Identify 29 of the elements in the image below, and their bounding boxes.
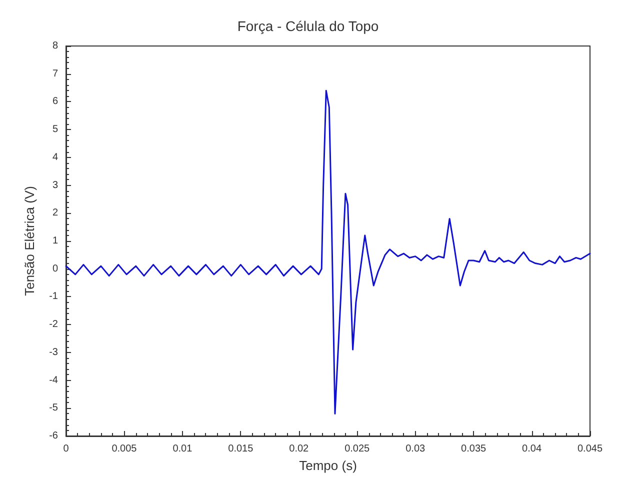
y-tick-label: 2	[52, 208, 58, 219]
x-tick-label: 0.045	[577, 444, 603, 454]
y-tick-label: -3	[49, 346, 58, 358]
y-tick-label: -1	[49, 291, 58, 302]
y-tick-label: 7	[52, 68, 58, 80]
y-tick-label: 0	[52, 263, 58, 274]
y-tick-label: 1	[52, 236, 58, 246]
y-axis-title: Tensão Elétrica (V)	[22, 186, 37, 296]
x-axis-title: Tempo (s)	[299, 458, 357, 473]
x-tick-label: 0.005	[112, 444, 138, 454]
x-tick-label: 0.025	[344, 444, 370, 454]
x-tick-label: 0.02	[289, 444, 310, 454]
x-tick-label: 0.04	[522, 444, 542, 454]
y-tick-label: 5	[52, 124, 58, 136]
x-tick-label: 0.035	[461, 444, 487, 454]
line-series	[65, 90, 591, 414]
x-tick-label: 0.03	[406, 444, 426, 454]
y-tick-label: 3	[52, 180, 58, 191]
y-tick-label: -4	[49, 374, 58, 386]
x-tick-label: 0.015	[228, 444, 254, 454]
y-tick-label: 6	[52, 96, 58, 108]
x-tick-label: 0	[63, 444, 70, 454]
y-tick-label: 4	[52, 152, 58, 163]
y-tick-label: -2	[49, 319, 58, 330]
chart-title: Força - Célula do Topo	[237, 18, 379, 34]
y-tick-label: 8	[52, 40, 58, 52]
x-tick-label: 0.01	[172, 444, 193, 454]
y-tick-label: -5	[49, 402, 58, 414]
y-tick-label: -6	[49, 430, 58, 442]
